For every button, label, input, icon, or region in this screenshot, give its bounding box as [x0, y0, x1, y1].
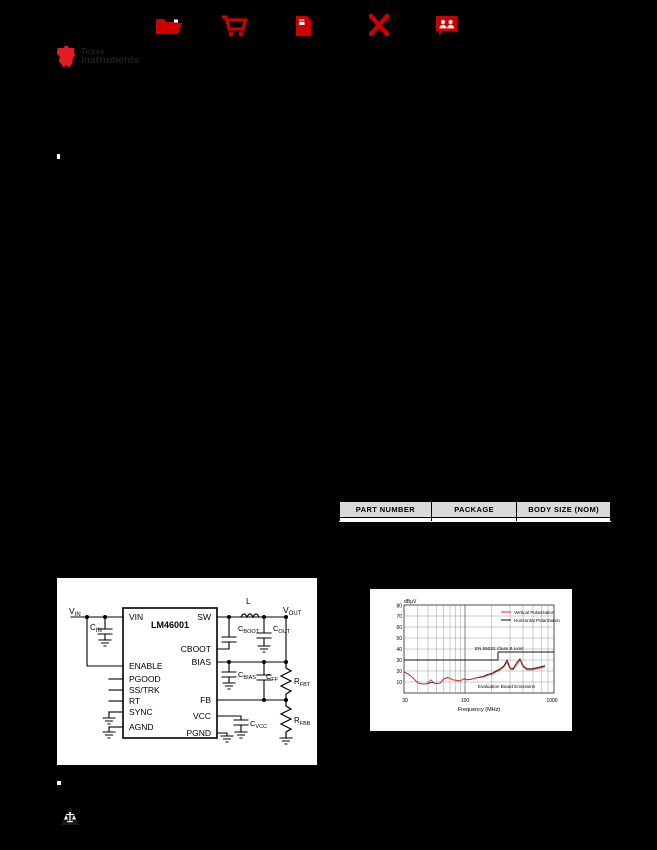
component-label-cvcc: CVCC — [250, 719, 267, 730]
pin-label-vin: VIN — [129, 612, 143, 622]
table-header-row: PART NUMBER PACKAGE BODY SIZE (NOM) — [339, 501, 611, 518]
order-now-icon[interactable] — [219, 10, 249, 40]
series-vertical-polarization — [403, 659, 546, 685]
component-label-cbias: CBIAS — [238, 670, 256, 681]
y-tick-40: 40 — [396, 647, 402, 653]
series-en55022-limit — [404, 651, 554, 661]
texas-instruments-mark-icon — [57, 46, 76, 68]
y-tick-60: 60 — [396, 625, 402, 631]
pin-label-sstrk: SS/TRK — [129, 685, 160, 695]
component-label-l: L — [246, 596, 251, 606]
y-tick-20: 20 — [396, 669, 402, 675]
body-marker-upper — [57, 154, 60, 159]
package-information-table: PART NUMBER PACKAGE BODY SIZE (NOM) — [339, 501, 611, 522]
pin-label-sw: SW — [197, 612, 211, 622]
pin-label-bias: BIAS — [192, 657, 212, 667]
component-label-cin: CIN — [90, 623, 102, 634]
y-tick-70: 70 — [396, 614, 402, 620]
chart-legend: Vertical Polarization Horizontal Polariz… — [501, 610, 560, 623]
pin-label-enable: ENABLE — [129, 661, 163, 671]
annotation-eval-board-emissions: Evaluation Board Emissions — [478, 684, 536, 689]
emi-performance-figure: 80 70 60 50 40 30 20 10 dBµV 30 100 1000… — [370, 589, 572, 731]
component-label-rfbt: RFBT — [294, 677, 311, 688]
x-tick-1000: 1000 — [546, 698, 557, 704]
technical-documents-icon[interactable] — [287, 10, 317, 40]
schematic-drawing: LM46001 VIN ENABLE PGOOD SS/TRK RT SYNC … — [69, 596, 311, 745]
net-label-vin: VIN — [69, 606, 81, 618]
ti-wordmark: Texas Instruments — [81, 48, 139, 66]
legend-label-horizontal: Horizontal Polarization — [514, 618, 560, 623]
table-cell — [430, 517, 518, 522]
column-header-body-size: BODY SIZE (NOM) — [516, 501, 611, 518]
pin-label-pgood: PGOOD — [129, 674, 161, 684]
component-label-cout: COUT — [273, 624, 291, 635]
y-tick-80: 80 — [396, 604, 402, 610]
component-label-rfbb: RFBB — [294, 716, 311, 727]
y-tick-10: 10 — [396, 680, 402, 686]
ti-wordmark-line1: Texas — [81, 47, 105, 56]
column-header-package: PACKAGE — [430, 501, 518, 518]
y-axis-label: dBµV — [404, 599, 417, 605]
simplified-application-schematic: LM46001 VIN ENABLE PGOOD SS/TRK RT SYNC … — [57, 578, 317, 765]
x-tick-100: 100 — [461, 698, 470, 704]
table-cell — [339, 517, 432, 522]
table-cell — [516, 517, 611, 522]
pin-label-pgnd: PGND — [186, 728, 211, 738]
pin-label-vcc: VCC — [193, 711, 211, 721]
important-notice-warning-icon — [60, 806, 80, 826]
component-label-cboot: CBOOT — [238, 624, 260, 635]
x-axis-label: Frequency (MHz) — [458, 707, 501, 713]
ti-logo: Texas Instruments — [55, 44, 175, 70]
pin-label-rt: RT — [129, 696, 140, 706]
product-folder-icon[interactable] — [152, 10, 182, 40]
emi-chart-svg: 80 70 60 50 40 30 20 10 dBµV 30 100 1000… — [396, 599, 560, 713]
table-row — [339, 517, 611, 522]
schematic-device-label: LM46001 — [151, 620, 189, 630]
column-header-part-number: PART NUMBER — [339, 501, 432, 518]
y-tick-50: 50 — [396, 636, 402, 642]
pin-label-fb: FB — [200, 695, 211, 705]
component-label-cff: CFF — [266, 672, 279, 683]
legend-label-vertical: Vertical Polarization — [514, 610, 555, 615]
tools-software-icon[interactable] — [364, 10, 394, 40]
y-tick-30: 30 — [396, 658, 402, 664]
footnote-marker — [57, 781, 61, 785]
pin-label-agnd: AGND — [129, 722, 154, 732]
pin-label-cboot: CBOOT — [181, 644, 211, 654]
pin-label-sync: SYNC — [129, 707, 153, 717]
top-navigation-bar — [0, 10, 657, 42]
support-community-icon[interactable] — [431, 10, 461, 40]
x-tick-30: 30 — [402, 698, 408, 704]
annotation-en55022-limit: EN 55022 Class B Limit — [475, 646, 524, 651]
ti-wordmark-line2: Instruments — [81, 55, 140, 66]
emi-chart: 80 70 60 50 40 30 20 10 dBµV 30 100 1000… — [380, 597, 562, 722]
